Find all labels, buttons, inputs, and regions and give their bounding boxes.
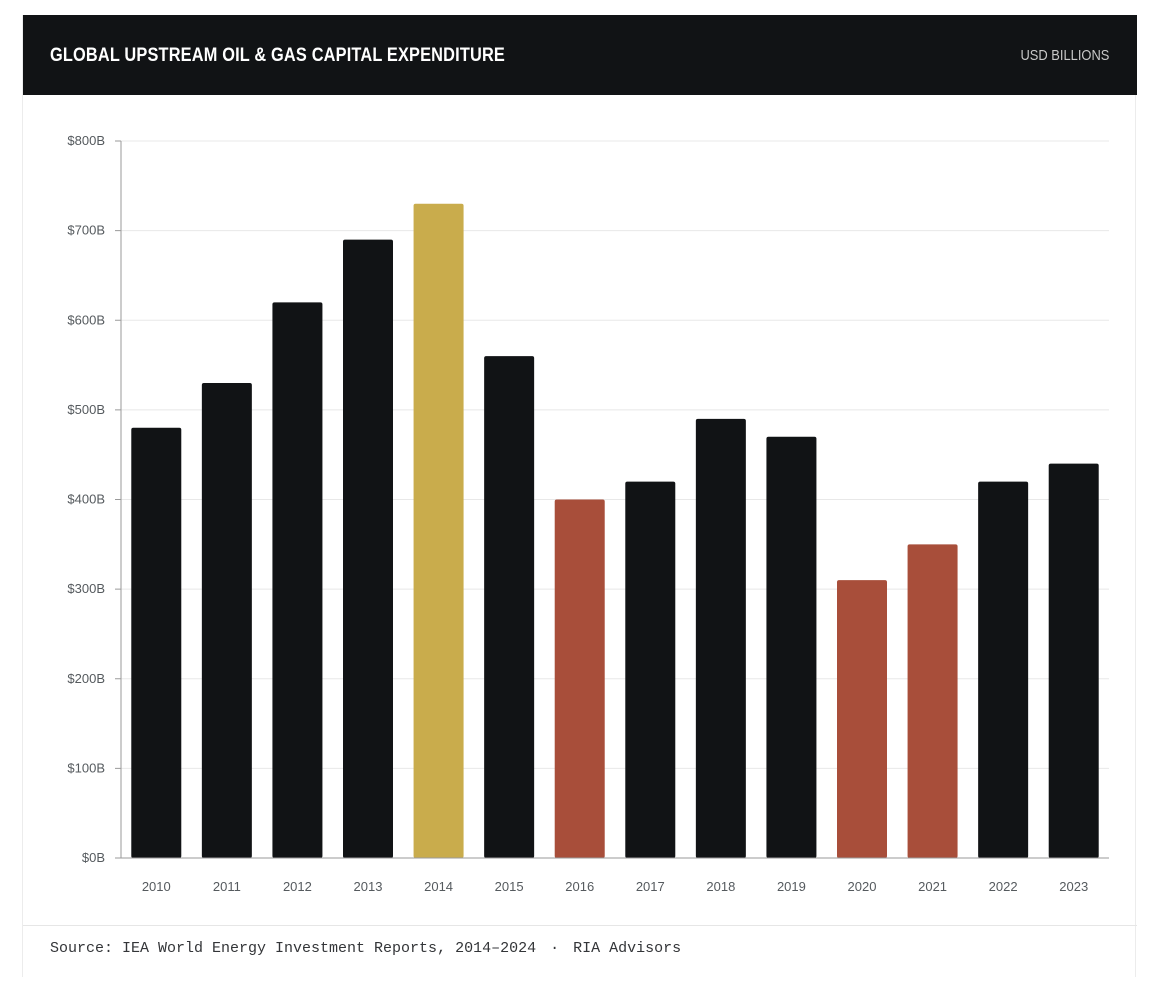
chart-card: GLOBAL UPSTREAM OIL & GAS CAPITAL EXPEND… [22,15,1137,977]
y-tick-label: $100B [67,760,105,775]
bar-2023 [1048,463,1099,858]
unit-label: USD BILLIONS [1020,47,1109,64]
y-tick-label: $800B [67,133,105,148]
bar-2012 [272,302,323,858]
chart-title: GLOBAL UPSTREAM OIL & GAS CAPITAL EXPEND… [50,45,506,66]
source-note: Source: IEA World Energy Investment Repo… [50,940,681,957]
x-tick-label: 2014 [424,879,453,894]
bar-chart: $0B $100B $200B $300B $400B $500B $600B $700B $8… [67,133,1109,894]
y-tick-label: $600B [67,312,105,327]
bar-2018 [695,418,746,858]
x-tick-label: 2023 [1059,879,1088,894]
x-axis-ticks: 2010 2011 2012 2013 2014 2015 2016 2017 2018 2019… [142,879,1088,894]
credit-text: RIA Advisors [573,940,682,957]
bar-2020 [837,580,887,858]
gridlines [121,140,1109,859]
x-tick-label: 2013 [354,879,383,894]
y-tick-label: $700B [67,223,105,238]
bar-2010 [131,427,182,858]
bar-2019 [766,436,817,858]
bar-2022 [978,481,1029,858]
bar-2021 [907,544,958,858]
bar-2016 [554,499,605,858]
x-tick-label: 2020 [848,879,877,894]
x-tick-label: 2015 [495,879,524,894]
y-tick-label: $500B [67,402,105,417]
bars [131,203,1099,859]
x-tick-label: 2016 [565,879,594,894]
separator-dot: · [550,940,560,957]
y-tick-label: $0B [82,850,105,865]
x-tick-label: 2012 [283,879,312,894]
bar-2015 [484,356,535,858]
y-tick-label: $400B [67,492,105,507]
x-tick-label: 2011 [213,879,241,894]
bar-2017 [625,481,676,858]
x-tick-label: 2017 [636,879,665,894]
y-tick-label: $200B [67,671,105,686]
chart-header: GLOBAL UPSTREAM OIL & GAS CAPITAL EXPEND… [23,15,1137,95]
bar-2013 [343,239,393,858]
bar-2014 [413,203,464,859]
x-tick-label: 2018 [706,879,735,894]
footer-divider [23,925,1137,926]
x-tick-label: 2019 [777,879,806,894]
y-axis-ticks: $0B $100B $200B $300B $400B $500B $600B $700B $8… [67,133,121,865]
x-tick-label: 2021 [918,879,947,894]
x-tick-label: 2010 [142,879,171,894]
y-tick-label: $300B [67,581,105,596]
source-text: Source: IEA World Energy Investment Repo… [50,940,537,957]
bar-2011 [201,382,252,858]
x-tick-label: 2022 [989,879,1018,894]
